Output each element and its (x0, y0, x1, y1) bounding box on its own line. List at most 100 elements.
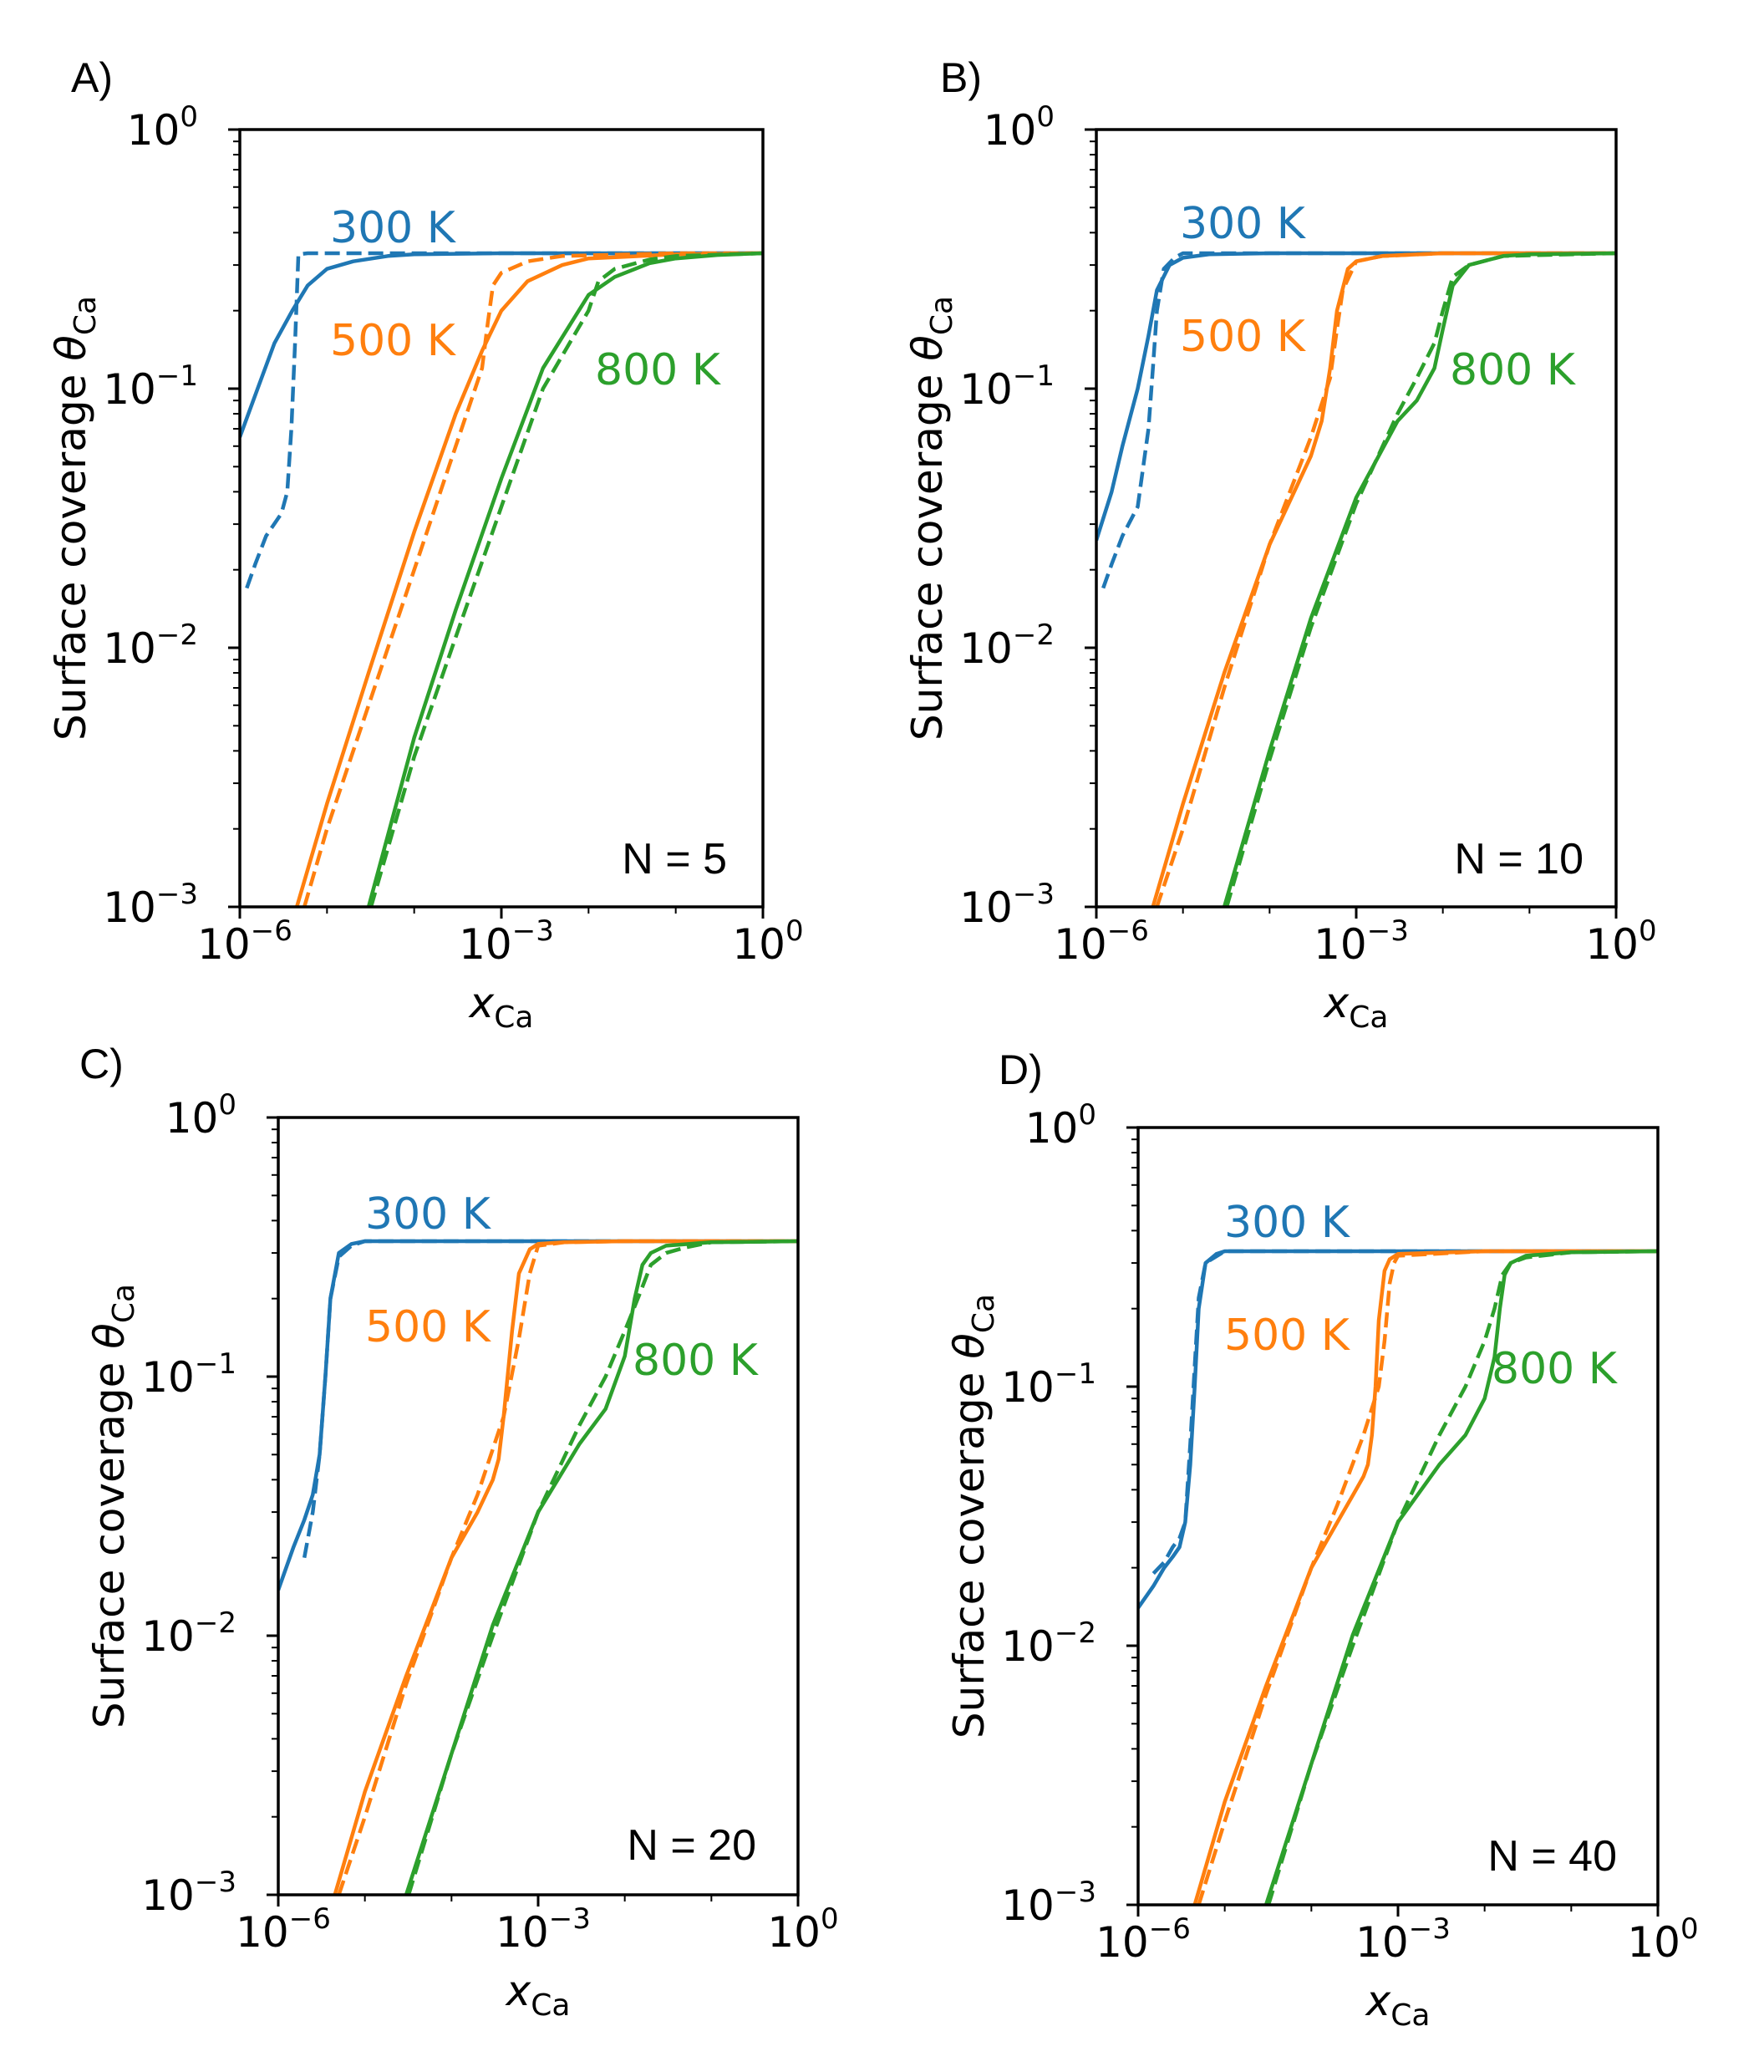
x-tick-label-exp: 0 (1639, 914, 1657, 948)
y-tick-label: 10−3 (141, 1866, 236, 1920)
series-300k-solid-line (278, 1239, 798, 1591)
series-800k-dashed-line (406, 1239, 798, 1895)
series-group (1138, 1249, 1658, 1905)
y-tick-label-base: 10 (103, 883, 156, 932)
x-tick-label-base: 10 (496, 1908, 549, 1957)
plot-frame (277, 1116, 800, 1896)
series-group (240, 251, 763, 907)
x-tick-label: 10−6 (236, 1902, 331, 1957)
x-tick-label: 10−6 (1096, 1912, 1191, 1967)
y-tick-label: 10−2 (141, 1606, 236, 1661)
x-tick-label: 10−3 (496, 1902, 591, 1957)
series-label-300k: 300 K (330, 203, 457, 253)
y-axis-title-sub: Ca (925, 296, 959, 335)
x-tick-label-exp: 0 (1680, 1912, 1699, 1946)
series-label-800k: 800 K (595, 345, 722, 395)
x-axis-title-sub: Ca (1390, 1998, 1430, 2033)
y-tick-label-exp: −2 (195, 1606, 236, 1640)
series-label-800k: 800 K (1492, 1344, 1619, 1394)
y-axis-title: Surface coverage θCa (85, 1284, 141, 1728)
x-tick-label-base: 10 (767, 1908, 821, 1957)
series-label-500k: 500 K (330, 316, 457, 366)
x-axis-title: xCa (468, 979, 534, 1035)
y-tick-label-exp: −1 (195, 1347, 236, 1381)
y-tick-label-base: 10 (1001, 1881, 1055, 1930)
x-axis-title-var: x (468, 979, 495, 1027)
y-tick-label: 10−3 (103, 878, 198, 932)
x-tick-label-base: 10 (459, 920, 512, 969)
y-tick-label-exp: −3 (156, 878, 198, 911)
y-tick-label-base: 10 (959, 365, 1013, 414)
x-tick-label-exp: 0 (785, 914, 804, 948)
y-tick-label-exp: −1 (1055, 1357, 1096, 1391)
y-axis-title-var: θ (47, 335, 95, 361)
x-axis-title: xCa (1323, 979, 1389, 1035)
y-tick-label: 10−2 (959, 619, 1055, 673)
series-300k-dashed-line (1151, 1249, 1658, 1576)
series-label-500k: 500 K (365, 1302, 492, 1352)
x-tick-label-exp: −3 (512, 914, 554, 948)
y-tick-label: 100 (165, 1088, 236, 1143)
x-axis-title-sub: Ca (1349, 1000, 1388, 1035)
y-tick-label-exp: −3 (1055, 1876, 1096, 1909)
series-500k-dashed-line (302, 251, 763, 907)
panel-letter: D) (999, 1046, 1043, 1093)
x-axis-title-var: x (1365, 1977, 1391, 2025)
x-axis-title-sub: Ca (531, 1988, 570, 2023)
y-tick-label-base: 10 (141, 1871, 195, 1920)
x-tick-label-exp: 0 (821, 1902, 839, 1936)
y-axis-title-text: Surface coverage (903, 361, 952, 741)
y-axis-title-sub: Ca (69, 296, 103, 335)
y-tick-label: 10−1 (141, 1347, 236, 1402)
x-tick-label-base: 10 (732, 920, 785, 969)
series-label-300k: 300 K (1180, 199, 1307, 249)
series-300k-dashed-line (1101, 251, 1616, 589)
y-tick-label-base: 10 (103, 365, 156, 414)
y-axis-title-text: Surface coverage (945, 1359, 994, 1739)
y-tick-label-base: 10 (127, 106, 180, 155)
y-tick-label-base: 10 (959, 883, 1013, 932)
series-300k-dashed-line (245, 251, 763, 589)
y-tick-label: 10−3 (959, 878, 1055, 932)
y-tick-label: 10−3 (1001, 1876, 1096, 1930)
x-axis-title-sub: Ca (494, 1000, 533, 1035)
y-axis-title-var: θ (85, 1323, 134, 1349)
x-tick-label: 10−6 (1054, 914, 1149, 969)
x-axis-title-var: x (505, 1967, 531, 2015)
y-tick-label: 10−2 (103, 619, 198, 673)
y-tick-label-exp: −2 (1013, 619, 1055, 652)
y-axis-title-text: Surface coverage (47, 361, 95, 741)
x-tick-label-exp: −6 (251, 914, 292, 948)
x-tick-label: 100 (1585, 914, 1656, 969)
y-axis-title: Surface coverage θCa (47, 296, 103, 741)
x-tick-label-base: 10 (1054, 920, 1107, 969)
y-tick-label: 100 (984, 100, 1055, 155)
x-tick-label: 10−3 (1314, 914, 1409, 969)
series-group (278, 1239, 798, 1895)
x-tick-label-exp: −6 (1149, 1912, 1191, 1946)
y-tick-label: 10−1 (959, 359, 1055, 414)
x-tick-label-base: 10 (1627, 1918, 1680, 1967)
series-500k-solid-line (295, 251, 763, 907)
y-tick-label-exp: 0 (218, 1088, 236, 1122)
y-tick-label-exp: −2 (1055, 1616, 1096, 1650)
panel-letter: C) (79, 1041, 124, 1087)
x-tick-label-exp: −3 (1409, 1912, 1451, 1946)
y-tick-label-base: 10 (984, 106, 1037, 155)
n-annotation: N = 40 (1487, 1832, 1617, 1881)
y-axis-title: Surface coverage θCa (903, 296, 959, 741)
series-500k-dashed-line (337, 1239, 798, 1895)
x-tick-label: 10−3 (459, 914, 554, 969)
x-tick-label-base: 10 (1585, 920, 1639, 969)
x-tick-label: 10−3 (1355, 1912, 1451, 1967)
y-tick-label: 10−1 (103, 359, 198, 414)
plot-frame (1136, 1126, 1660, 1907)
y-tick-label: 10−2 (1001, 1616, 1096, 1671)
y-tick-label-base: 10 (1025, 1104, 1079, 1153)
series-300k-dashed-line (302, 1239, 798, 1559)
y-axis-title-var: θ (945, 1333, 994, 1359)
y-tick-label-base: 10 (1001, 1622, 1055, 1671)
